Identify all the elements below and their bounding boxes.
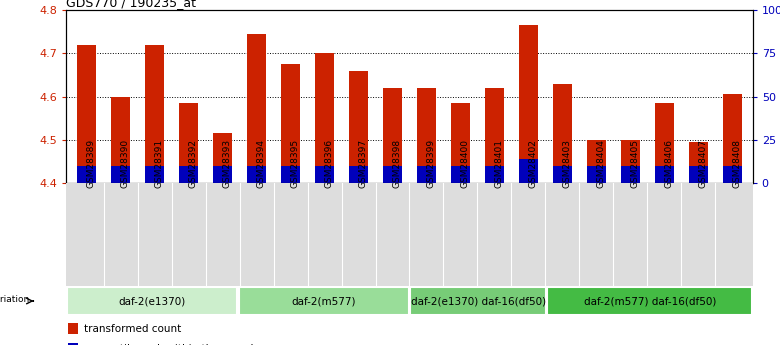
Text: GSM28405: GSM28405 [630, 139, 640, 188]
Bar [179, 103, 198, 183]
Text: percentile rank within the sample: percentile rank within the sample [84, 344, 260, 345]
Text: GSM28391: GSM28391 [154, 139, 164, 188]
Bar [349, 71, 368, 183]
Bar [587, 140, 606, 183]
Text: GSM28395: GSM28395 [291, 139, 300, 188]
Bar [451, 166, 470, 183]
Bar [383, 88, 402, 183]
Bar [587, 166, 606, 183]
Text: GSM28396: GSM28396 [324, 139, 334, 188]
Bar [519, 26, 537, 183]
Bar [553, 83, 572, 183]
Text: GSM28392: GSM28392 [189, 139, 197, 188]
Text: GSM28400: GSM28400 [460, 139, 470, 188]
Bar [621, 140, 640, 183]
Bar [548, 287, 752, 315]
Bar [239, 287, 409, 315]
Text: GDS770 / 190235_at: GDS770 / 190235_at [66, 0, 197, 9]
Text: GSM28389: GSM28389 [87, 139, 96, 188]
Text: GSM28393: GSM28393 [222, 139, 232, 188]
Bar [349, 166, 368, 183]
Bar [213, 166, 232, 183]
Bar [621, 166, 640, 183]
Text: GSM28407: GSM28407 [698, 139, 707, 188]
Text: GSM28397: GSM28397 [359, 139, 367, 188]
Bar [451, 103, 470, 183]
Text: daf-2(e1370) daf-16(df50): daf-2(e1370) daf-16(df50) [410, 296, 546, 306]
Text: GSM28398: GSM28398 [392, 139, 402, 188]
Bar [77, 166, 96, 183]
Bar [112, 97, 130, 183]
Bar [417, 88, 436, 183]
Bar [553, 166, 572, 183]
Bar [315, 166, 334, 183]
Text: GSM28402: GSM28402 [528, 139, 537, 188]
Text: daf-2(m577): daf-2(m577) [292, 296, 356, 306]
Bar [282, 64, 300, 183]
Bar [383, 166, 402, 183]
Bar [247, 34, 266, 183]
Bar [689, 142, 707, 183]
Bar [77, 45, 96, 183]
Text: transformed count: transformed count [84, 324, 181, 334]
Bar [112, 166, 130, 183]
Text: GSM28399: GSM28399 [427, 139, 435, 188]
Bar [69, 343, 78, 345]
Bar [723, 95, 742, 183]
Text: GSM28404: GSM28404 [597, 139, 605, 188]
Bar [145, 45, 164, 183]
Bar [179, 166, 198, 183]
Bar [519, 159, 537, 183]
Bar [410, 287, 546, 315]
Bar [213, 133, 232, 183]
Text: GSM28394: GSM28394 [257, 139, 265, 188]
Text: daf-2(m577) daf-16(df50): daf-2(m577) daf-16(df50) [583, 296, 716, 306]
Text: GSM28408: GSM28408 [732, 139, 741, 188]
Bar [485, 88, 504, 183]
Bar [689, 166, 707, 183]
Text: genotype/variation: genotype/variation [0, 295, 30, 304]
Text: GSM28403: GSM28403 [562, 139, 572, 188]
Bar [485, 166, 504, 183]
Bar [67, 287, 237, 315]
Bar [655, 166, 674, 183]
Bar [723, 166, 742, 183]
Text: GSM28406: GSM28406 [665, 139, 673, 188]
Bar [417, 166, 436, 183]
Bar [247, 166, 266, 183]
Bar [282, 166, 300, 183]
Text: GSM28401: GSM28401 [495, 139, 503, 188]
Text: daf-2(e1370): daf-2(e1370) [119, 296, 186, 306]
Bar [69, 323, 78, 334]
Text: GSM28390: GSM28390 [121, 139, 129, 188]
Bar [655, 103, 674, 183]
Bar [315, 53, 334, 183]
Bar [145, 166, 164, 183]
